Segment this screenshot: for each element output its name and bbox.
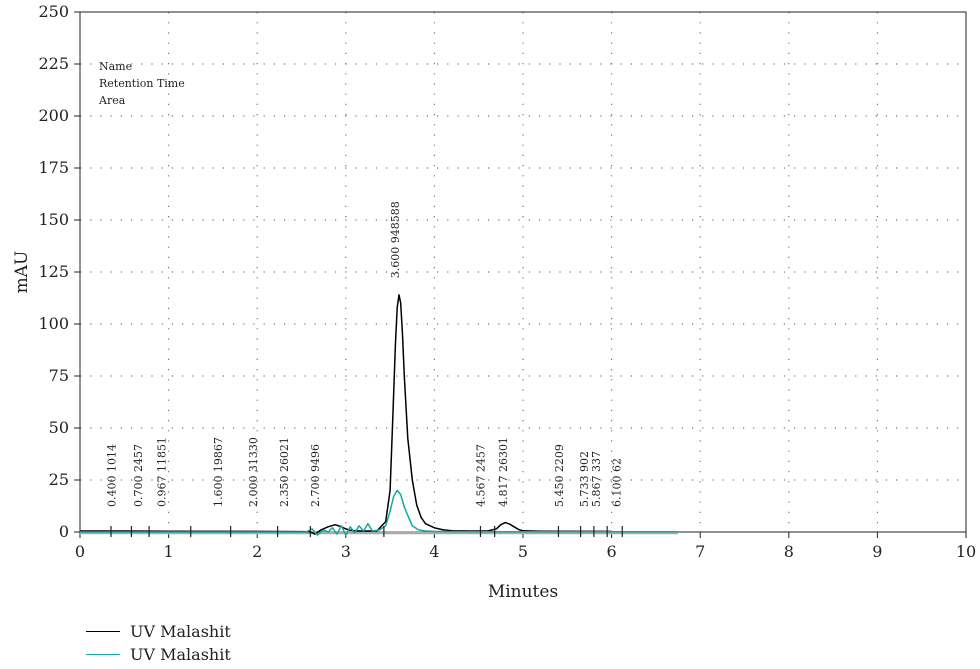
legend-swatch-teal	[86, 654, 120, 655]
x-tick-label: 0	[75, 542, 85, 561]
legend-label-teal: UV Malashit	[130, 645, 231, 664]
x-axis-label: Minutes	[488, 582, 558, 602]
y-tick-label: 125	[38, 262, 69, 281]
y-tick-label: 100	[38, 314, 69, 333]
info-label: Name	[99, 60, 132, 73]
peak-label: 4.567 2457	[475, 444, 488, 507]
peak-label-main: 3.600 948588	[389, 201, 402, 278]
x-tick-label: 1	[164, 542, 174, 561]
peak-label: 6.100 62	[610, 458, 623, 507]
legend-swatch-black	[86, 631, 120, 632]
peak-label: 5.867 337	[590, 451, 603, 507]
legend-item-teal: UV Malashit	[86, 643, 231, 666]
y-tick-label: 50	[49, 418, 69, 437]
y-tick-label: 75	[49, 366, 69, 385]
peak-label: 0.400 1014	[105, 444, 118, 507]
legend-item-black: UV Malashit	[86, 620, 231, 643]
y-tick-label: 25	[49, 470, 69, 489]
series-line-black	[80, 294, 612, 535]
x-tick-label: 6	[607, 542, 617, 561]
y-tick-label: 250	[38, 2, 69, 21]
y-tick-label: 175	[38, 158, 69, 177]
x-tick-label: 8	[784, 542, 794, 561]
y-tick-label: 150	[38, 210, 69, 229]
peak-label: 2.000 31330	[247, 437, 260, 507]
y-tick-label: 200	[38, 106, 69, 125]
chromatogram-chart: 0 1 2 3 4 5 6 7 8 9 100255075100125150175200225250…	[12, 2, 976, 602]
info-label: Area	[98, 94, 126, 107]
series-line-teal	[80, 489, 679, 536]
x-tick-label: 9	[872, 542, 882, 561]
peak-label: 0.700 2457	[132, 444, 145, 507]
y-tick-label: 225	[38, 54, 69, 73]
x-tick-label: 4	[429, 542, 439, 561]
peak-label: 1.600 19867	[212, 437, 225, 507]
peak-label: 5.450 2209	[553, 444, 566, 507]
legend-label-black: UV Malashit	[130, 622, 231, 641]
info-label: Retention Time	[99, 77, 185, 90]
peak-label: 2.700 9496	[309, 444, 322, 507]
x-tick-label: 10	[956, 542, 976, 561]
peak-label: 5.733 902	[578, 451, 591, 507]
y-axis-label: mAU	[12, 251, 32, 294]
x-tick-label: 3	[341, 542, 351, 561]
peak-label: 2.350 26021	[278, 437, 291, 507]
y-tick-label: 0	[59, 522, 69, 541]
legend: UV Malashit UV Malashit	[86, 620, 231, 666]
peak-label: 4.817 26301	[497, 437, 510, 507]
x-tick-label: 2	[252, 542, 262, 561]
x-tick-label: 7	[695, 542, 705, 561]
x-tick-label: 5	[518, 542, 528, 561]
peak-label: 0.967 11851	[156, 437, 169, 507]
